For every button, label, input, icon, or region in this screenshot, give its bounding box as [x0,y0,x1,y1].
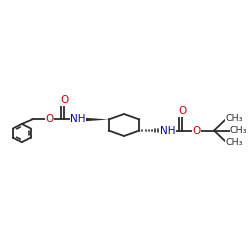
Text: O: O [193,126,201,136]
Text: O: O [178,106,186,116]
Text: CH₃: CH₃ [230,126,248,135]
Text: CH₃: CH₃ [226,138,243,147]
Text: O: O [45,114,54,124]
Text: O: O [60,95,68,105]
Polygon shape [85,118,108,121]
Text: CH₃: CH₃ [226,114,243,123]
Text: NH: NH [160,126,176,136]
Text: NH: NH [70,114,86,124]
